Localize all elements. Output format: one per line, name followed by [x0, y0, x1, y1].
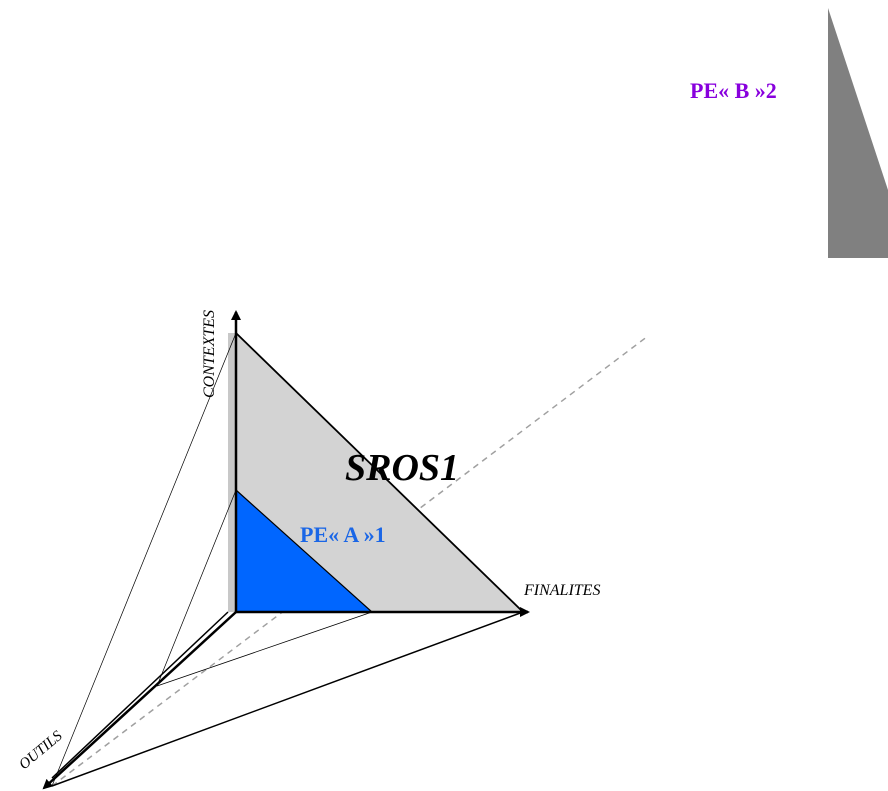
- corner-triangle: [828, 8, 888, 258]
- axis-label-finalites: FINALITES: [523, 582, 600, 599]
- axis-label-contextes: CONTEXTES: [201, 310, 218, 398]
- projection-line-4: [51, 611, 524, 787]
- depth-axis-double: [51, 611, 229, 779]
- projection-line-1: [156, 489, 237, 687]
- label-pe-a: PE« A »1: [300, 522, 386, 547]
- projection-line-3: [51, 332, 237, 787]
- label-sros1: SROS1: [345, 447, 459, 489]
- axis-label-outils: OUTILS: [16, 728, 66, 773]
- dashed-diagonal: [51, 335, 649, 787]
- vertical-shadow-band: [228, 333, 236, 612]
- depth-axis: [42, 611, 237, 790]
- projection-line-2: [156, 611, 373, 687]
- label-pe-b: PE« B »2: [690, 78, 777, 103]
